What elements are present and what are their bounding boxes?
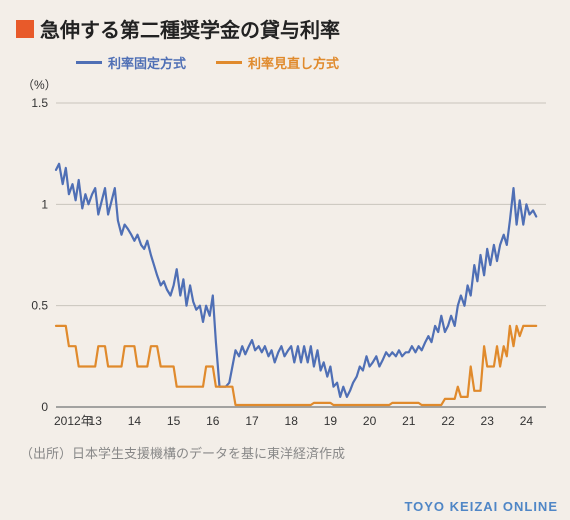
svg-text:1: 1 — [41, 197, 48, 211]
legend-swatch-fixed — [76, 61, 102, 64]
brand-label: TOYO KEIZAI ONLINE — [404, 499, 558, 514]
svg-text:13: 13 — [89, 414, 103, 428]
title-square-icon — [16, 20, 34, 38]
svg-text:16: 16 — [206, 414, 220, 428]
chart-card: 急伸する第二種奨学金の貸与利率 利率固定方式 利率見直し方式 （%） 0 0.5 1… — [0, 0, 570, 520]
svg-text:2012年: 2012年 — [54, 414, 93, 428]
y-axis-unit: （%） — [22, 76, 554, 93]
source-note: （出所）日本学生支援機構のデータを基に東洋経済作成 — [20, 443, 554, 462]
legend-item-fixed: 利率固定方式 — [76, 53, 186, 72]
svg-text:14: 14 — [128, 414, 142, 428]
svg-text:21: 21 — [402, 414, 416, 428]
legend: 利率固定方式 利率見直し方式 — [76, 53, 554, 72]
svg-text:24: 24 — [520, 414, 534, 428]
legend-label-float: 利率見直し方式 — [248, 53, 339, 72]
svg-text:18: 18 — [285, 414, 299, 428]
svg-text:19: 19 — [324, 414, 338, 428]
chart-area: 0 0.5 1 1.5 2012年13 14 15 16 17 18 19 20 21 22 23 24 — [16, 95, 554, 435]
line-chart-svg: 0 0.5 1 1.5 2012年13 14 15 16 17 18 19 20 21 22 23 24 — [16, 95, 554, 435]
svg-text:15: 15 — [167, 414, 181, 428]
legend-item-float: 利率見直し方式 — [216, 53, 339, 72]
svg-text:1.5: 1.5 — [31, 96, 48, 110]
title-row: 急伸する第二種奨学金の貸与利率 — [16, 14, 554, 43]
svg-text:0.5: 0.5 — [31, 299, 48, 313]
legend-label-fixed: 利率固定方式 — [108, 53, 186, 72]
chart-title: 急伸する第二種奨学金の貸与利率 — [40, 14, 340, 43]
svg-text:22: 22 — [441, 414, 455, 428]
svg-text:0: 0 — [41, 400, 48, 414]
svg-text:17: 17 — [245, 414, 259, 428]
svg-text:20: 20 — [363, 414, 377, 428]
svg-text:23: 23 — [481, 414, 495, 428]
legend-swatch-float — [216, 61, 242, 64]
